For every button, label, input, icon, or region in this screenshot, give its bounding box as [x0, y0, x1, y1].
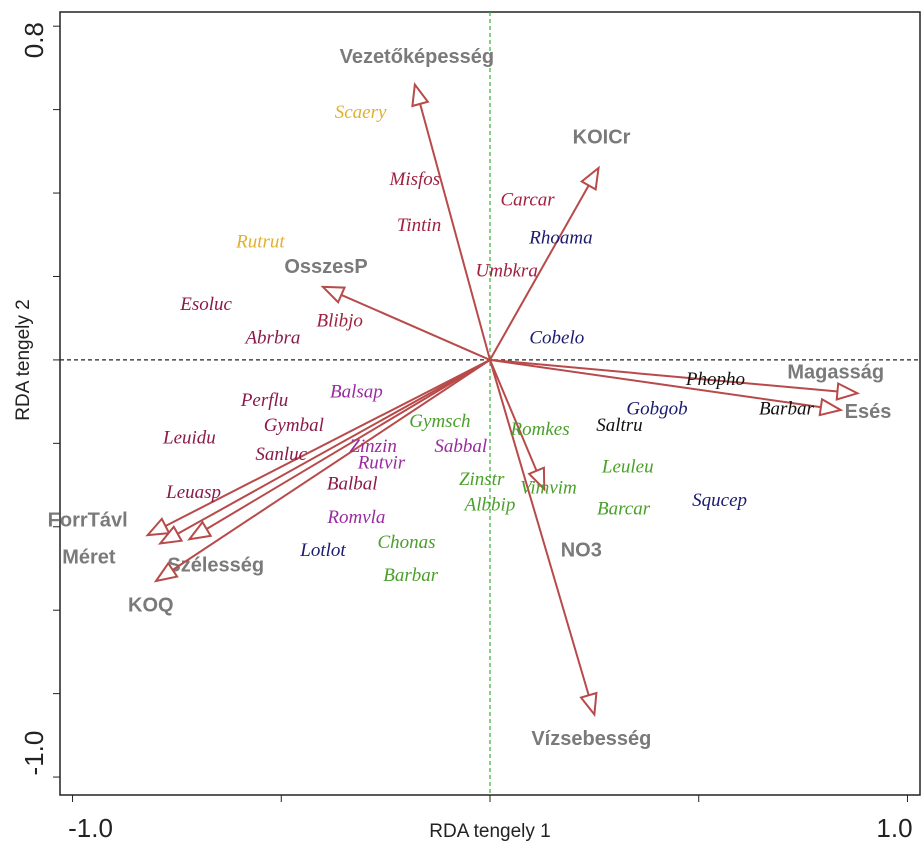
species-label: Leuasp [165, 482, 221, 503]
species-label: Abrbra [243, 327, 300, 348]
species-label: Zinstr [459, 469, 505, 490]
arrow-shaft [159, 359, 491, 545]
arrow-label: KOQ [128, 594, 174, 616]
species-label: Phopho [685, 369, 745, 390]
species-label: Blibjo [316, 311, 362, 332]
arrow-head [579, 691, 598, 718]
arrow-head [818, 397, 844, 417]
arrow-label: KOICr [573, 126, 631, 148]
species-label: Chonas [377, 532, 435, 553]
arrow-head [320, 285, 347, 305]
arrow-head [153, 561, 179, 583]
species-label: Leuidu [162, 428, 216, 449]
y-tick-label: 0.8 [19, 22, 49, 58]
arrow-head [187, 520, 213, 541]
species-label: Perflu [240, 390, 289, 411]
arrow-shaft [489, 359, 546, 490]
species-label: Rutrut [235, 231, 285, 252]
arrow-label: NO3 [561, 540, 602, 562]
x-tick-label: 1.0 [876, 813, 912, 843]
arrow-label: Vízsebesség [531, 728, 651, 750]
species-label: Gymsch [409, 411, 470, 432]
arrow-shaft [489, 358, 858, 395]
species-label: Balsap [330, 382, 383, 403]
species-label: Leuleu [601, 457, 654, 478]
species-label: Gobgob [626, 398, 687, 419]
species-label: Saltru [596, 415, 642, 436]
arrow-head [145, 517, 171, 537]
arrow-shaft [322, 285, 491, 361]
species-label: Umbkra [476, 261, 538, 282]
arrow-label: Magasság [787, 362, 884, 384]
species-label: Cobelo [529, 327, 584, 348]
species-label: Esoluc [179, 294, 232, 315]
species-label: Scaery [335, 102, 387, 123]
species-label: Misfos [389, 169, 441, 190]
species-label: Tintin [397, 215, 441, 236]
species-label: Sanluc [255, 444, 307, 465]
species-label: Squcep [692, 490, 747, 511]
arrow-head [527, 466, 546, 492]
species-label: Albbip [463, 494, 516, 515]
species-label: Carcar [500, 190, 555, 211]
arrow-head [835, 381, 861, 401]
arrow-label: Vezetőképesség [340, 46, 495, 68]
species-label: Sabbal [434, 436, 487, 457]
species-label: Balbal [327, 473, 378, 494]
species-label: Rutvir [357, 453, 406, 474]
y-tick-label: -1.0 [19, 731, 49, 776]
arrow-head [411, 81, 430, 108]
species-label: Rhoama [528, 227, 592, 248]
species-label: Zinzin [349, 436, 397, 457]
y-axis-title: RDA tengely 2 [13, 299, 34, 420]
species-label: Gymbal [264, 415, 324, 436]
arrow-label: Szélesség [167, 555, 264, 577]
arrow-head [579, 165, 600, 191]
arrow-shaft [147, 359, 491, 537]
species-label: Romkes [510, 419, 570, 440]
arrow-shaft [489, 359, 596, 715]
species-label: Romvla [326, 507, 385, 528]
arrow-head [157, 524, 184, 545]
arrow-label: ForrTávl [48, 509, 128, 531]
x-tick-label: -1.0 [68, 813, 113, 843]
species-label: Vimvim [520, 478, 577, 499]
species-label: Lotlot [299, 540, 346, 561]
arrow-shaft [413, 84, 491, 361]
arrow-label: OsszesP [284, 256, 367, 278]
arrow-label: Esés [845, 401, 892, 423]
species-label: Barbar [383, 565, 439, 586]
arrow-shaft [188, 359, 491, 541]
species-label: Barcar [597, 498, 651, 519]
arrow-label: Méret [62, 547, 116, 569]
arrow-shaft [489, 167, 600, 361]
x-axis-title: RDA tengely 1 [429, 821, 550, 842]
species-label: Barbar [759, 398, 815, 419]
arrow-shaft [489, 358, 841, 411]
arrow-shaft [155, 359, 491, 582]
